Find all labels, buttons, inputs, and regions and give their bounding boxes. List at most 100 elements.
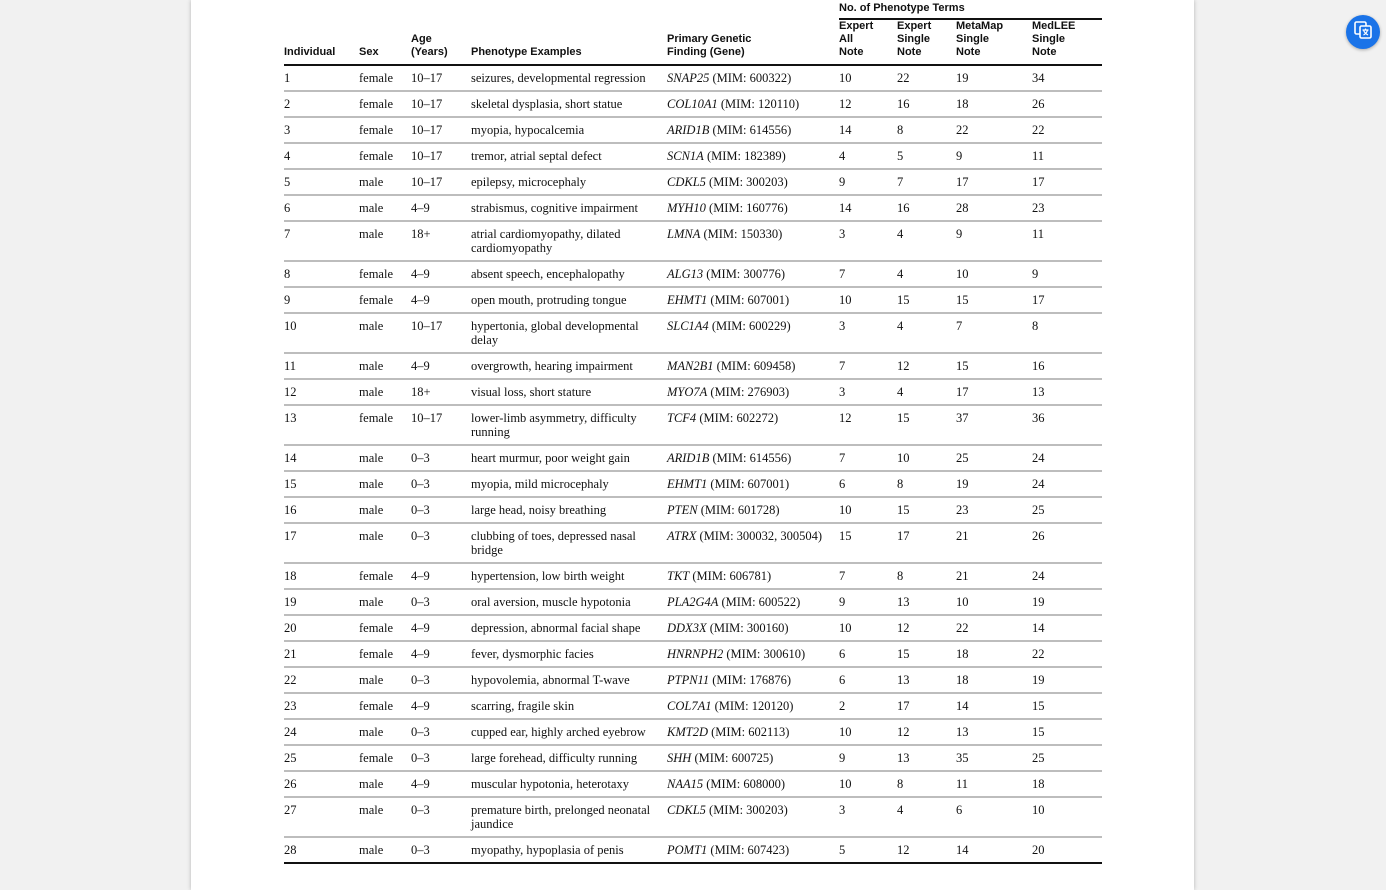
cell-phenotype: hypovolemia, abnormal T-wave [471,667,667,694]
table-row: 14 male 0–3 heart murmur, poor weight gain A… [284,445,1102,472]
cell-age: 18+ [411,221,471,262]
cell-phenotype: seizures, developmental regression [471,65,667,92]
cell-expert-single: 4 [897,313,956,354]
table-row: 10 male 10–17 hypertonia, global developmen… [284,313,1102,354]
cell-age: 10–17 [411,117,471,144]
cell-expert-all: 3 [839,379,897,406]
table-row: 20 female 4–9 depression, abnormal facial s… [284,615,1102,642]
gene-symbol: ALG13 [667,267,704,281]
col-individual: Individual [284,19,359,66]
cell-individual: 15 [284,471,359,498]
cell-genetic-finding: ARID1B (MIM: 614556) [667,117,839,144]
cell-metamap: 9 [956,221,1032,262]
col-metamap: MetaMap Single Note [956,19,1032,66]
table-body: 1 female 10–17 seizures, developmental regr… [284,65,1102,864]
cell-expert-all: 12 [839,405,897,446]
cell-metamap: 21 [956,563,1032,590]
mim-number: (MIM: 607001) [707,477,790,491]
gene-symbol: MAN2B1 [667,359,714,373]
table-row: 23 female 4–9 scarring, fragile skin COL7A1 … [284,693,1102,720]
cell-medlee: 8 [1032,313,1102,354]
cell-medlee: 13 [1032,379,1102,406]
cell-phenotype: cupped ear, highly arched eyebrow [471,719,667,746]
cell-genetic-finding: TKT (MIM: 606781) [667,563,839,590]
cell-genetic-finding: PTPN11 (MIM: 176876) [667,667,839,694]
cell-phenotype: large forehead, difficulty running [471,745,667,772]
cell-metamap: 25 [956,445,1032,472]
mim-number: (MIM: 609458) [713,359,796,373]
cell-genetic-finding: ATRX (MIM: 300032, 300504) [667,523,839,564]
cell-medlee: 20 [1032,837,1102,864]
cell-genetic-finding: HNRNPH2 (MIM: 300610) [667,641,839,668]
cell-expert-single: 15 [897,405,956,446]
cell-medlee: 15 [1032,693,1102,720]
cell-medlee: 11 [1032,143,1102,170]
cell-genetic-finding: NAA15 (MIM: 608000) [667,771,839,798]
cell-age: 10–17 [411,405,471,446]
cell-phenotype: scarring, fragile skin [471,693,667,720]
cell-expert-single: 13 [897,667,956,694]
cell-expert-single: 8 [897,117,956,144]
cell-expert-single: 5 [897,143,956,170]
mim-number: (MIM: 614556) [709,123,792,137]
cell-age: 4–9 [411,195,471,222]
cell-medlee: 17 [1032,169,1102,196]
cell-individual: 19 [284,589,359,616]
cell-metamap: 18 [956,667,1032,694]
cell-age: 10–17 [411,91,471,118]
table-row: 3 female 10–17 myopia, hypocalcemia ARID1B (… [284,117,1102,144]
cell-individual: 2 [284,91,359,118]
cell-expert-all: 7 [839,353,897,380]
cell-medlee: 25 [1032,497,1102,524]
cell-sex: male [359,195,411,222]
cell-phenotype: visual loss, short stature [471,379,667,406]
cell-age: 0–3 [411,589,471,616]
cell-genetic-finding: EHMT1 (MIM: 607001) [667,287,839,314]
cell-individual: 13 [284,405,359,446]
cell-age: 4–9 [411,771,471,798]
mim-number: (MIM: 120120) [711,699,794,713]
header-spacer [284,0,839,19]
cell-medlee: 22 [1032,117,1102,144]
cell-expert-single: 4 [897,261,956,288]
cell-expert-all: 10 [839,497,897,524]
cell-expert-single: 7 [897,169,956,196]
mim-number: (MIM: 160776) [705,201,788,215]
table-row: 16 male 0–3 large head, noisy breathing PTEN… [284,497,1102,524]
table-header: No. of Phenotype Terms Individual Sex Ag… [284,0,1102,66]
cell-sex: male [359,589,411,616]
cell-genetic-finding: PLA2G4A (MIM: 600522) [667,589,839,616]
translate-button[interactable] [1346,15,1380,49]
gene-symbol: TCF4 [667,411,697,425]
cell-expert-all: 10 [839,615,897,642]
table-row: 2 female 10–17 skeletal dysplasia, short st… [284,91,1102,118]
cell-sex: male [359,353,411,380]
cell-age: 0–3 [411,837,471,864]
cell-metamap: 18 [956,641,1032,668]
mim-number: (MIM: 602272) [696,411,779,425]
cell-age: 4–9 [411,261,471,288]
gene-symbol: NAA15 [667,777,704,791]
cell-metamap: 19 [956,65,1032,92]
cell-expert-all: 14 [839,195,897,222]
cell-expert-single: 13 [897,745,956,772]
cell-sex: male [359,497,411,524]
gene-symbol: CDKL5 [667,175,706,189]
cell-metamap: 10 [956,589,1032,616]
cell-medlee: 19 [1032,667,1102,694]
gene-symbol: PTEN [667,503,698,517]
mim-number: (MIM: 608000) [703,777,786,791]
mim-number: (MIM: 607001) [707,293,790,307]
cell-sex: female [359,615,411,642]
cell-phenotype: myopia, hypocalcemia [471,117,667,144]
cell-individual: 23 [284,693,359,720]
mim-number: (MIM: 176876) [709,673,792,687]
table-row: 15 male 0–3 myopia, mild microcephaly EHMT1 … [284,471,1102,498]
gene-symbol: ARID1B [667,451,710,465]
cell-individual: 16 [284,497,359,524]
cell-sex: male [359,313,411,354]
cell-metamap: 35 [956,745,1032,772]
cell-individual: 3 [284,117,359,144]
cell-phenotype: myopathy, hypoplasia of penis [471,837,667,864]
cell-individual: 8 [284,261,359,288]
